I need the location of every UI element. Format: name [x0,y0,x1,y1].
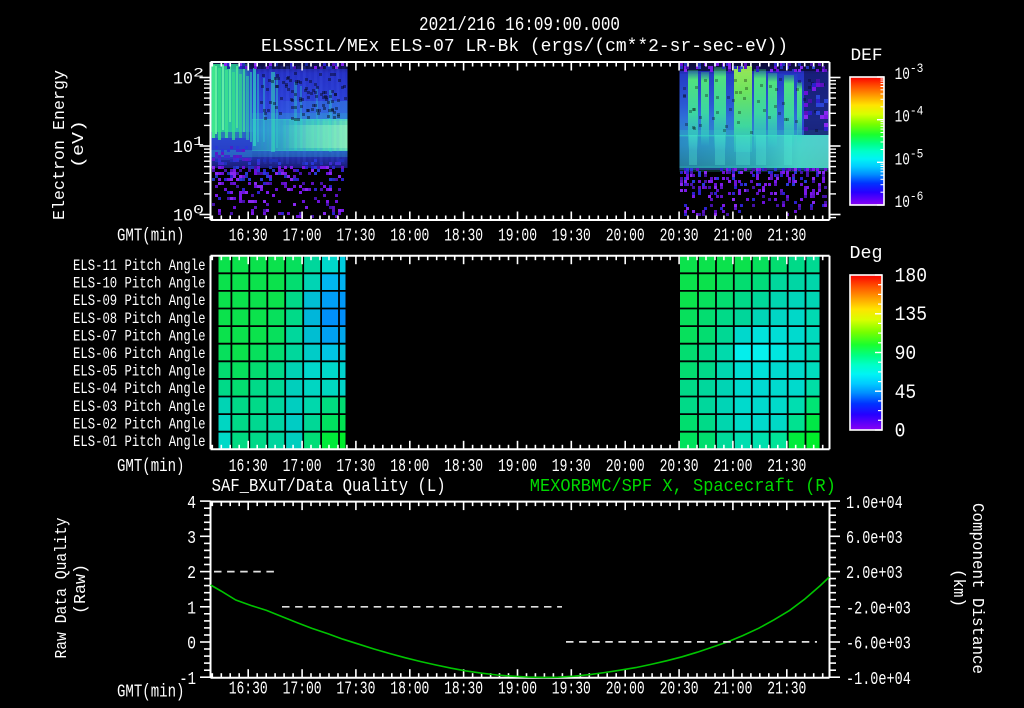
svg-text:-1.0e+04: -1.0e+04 [846,670,911,690]
svg-text:19:00: 19:00 [498,226,537,247]
svg-text:17:30: 17:30 [336,456,375,477]
svg-text:(Raw): (Raw) [72,564,91,614]
svg-text:10-4: 10-4 [895,104,924,128]
svg-text:18:00: 18:00 [390,679,429,700]
svg-text:19:30: 19:30 [552,226,591,247]
svg-text:18:30: 18:30 [444,679,483,700]
svg-text:10-6: 10-6 [895,189,924,213]
svg-text:17:00: 17:00 [283,456,322,477]
svg-text:20:30: 20:30 [660,456,699,477]
svg-text:18:30: 18:30 [444,226,483,247]
svg-text:ELS-05 Pitch Angle: ELS-05 Pitch Angle [73,363,206,381]
svg-text:0: 0 [187,634,196,655]
svg-text:ELS-08 Pitch Angle: ELS-08 Pitch Angle [73,310,206,328]
svg-text:17:30: 17:30 [336,226,375,247]
svg-text:ELS-02 Pitch Angle: ELS-02 Pitch Angle [73,415,206,433]
svg-text:19:30: 19:30 [552,456,591,477]
svg-text:18:00: 18:00 [390,456,429,477]
svg-text:10-3: 10-3 [895,61,924,85]
svg-text:ELSSCIL/MEx ELS-07 LR-Bk (erg: ELSSCIL/MEx ELS-07 LR-Bk (ergs/(cm**2-sr… [261,37,788,57]
svg-text:2021/216 16:09:00.000: 2021/216 16:09:00.000 [419,14,620,36]
svg-text:GMT(min): GMT(min) [117,456,185,477]
svg-text:-1: -1 [179,669,196,690]
svg-text:17:00: 17:00 [283,226,322,247]
svg-text:180: 180 [895,266,927,289]
svg-text:19:30: 19:30 [552,679,591,700]
svg-text:SAF_BXuT/Data Quality (L): SAF_BXuT/Data Quality (L) [212,477,446,497]
svg-text:Raw Data Quality: Raw Data Quality [53,518,72,659]
svg-text:102: 102 [173,66,204,89]
svg-text:21:00: 21:00 [713,456,752,477]
svg-text:ELS-10 Pitch Angle: ELS-10 Pitch Angle [73,275,206,293]
svg-text:1.0e+04: 1.0e+04 [846,494,903,514]
svg-text:ELS-09 Pitch Angle: ELS-09 Pitch Angle [73,292,206,310]
svg-text:10-5: 10-5 [895,146,924,170]
svg-text:135: 135 [895,304,927,327]
svg-text:21:00: 21:00 [713,226,752,247]
svg-text:19:00: 19:00 [498,456,537,477]
svg-text:2: 2 [187,563,196,584]
svg-text:20:00: 20:00 [606,456,645,477]
svg-text:20:00: 20:00 [606,226,645,247]
svg-text:20:30: 20:30 [660,226,699,247]
svg-text:90: 90 [895,343,917,366]
svg-text:1: 1 [187,599,196,620]
svg-text:16:30: 16:30 [229,456,268,477]
svg-text:-6.0e+03: -6.0e+03 [846,635,911,655]
svg-text:2.0e+03: 2.0e+03 [846,564,903,584]
svg-text:16:30: 16:30 [229,226,268,247]
svg-text:ELS-03 Pitch Angle: ELS-03 Pitch Angle [73,398,206,416]
svg-text:18:00: 18:00 [390,226,429,247]
svg-text:45: 45 [895,382,917,405]
svg-text:GMT(min): GMT(min) [117,226,185,247]
svg-text:4: 4 [187,493,196,514]
svg-text:20:00: 20:00 [606,679,645,700]
svg-text:21:30: 21:30 [767,226,806,247]
svg-text:Deg: Deg [850,244,883,264]
svg-text:20:30: 20:30 [660,679,699,700]
svg-text:17:00: 17:00 [283,679,322,700]
svg-text:16:30: 16:30 [229,679,268,700]
svg-text:(eV): (eV) [70,120,89,168]
svg-text:Component Distance: Component Distance [967,503,986,674]
svg-text:ELS-06 Pitch Angle: ELS-06 Pitch Angle [73,345,206,363]
svg-text:ELS-07 Pitch Angle: ELS-07 Pitch Angle [73,327,206,345]
svg-text:ELS-01 Pitch Angle: ELS-01 Pitch Angle [73,433,206,451]
svg-text:GMT(min): GMT(min) [117,682,185,703]
svg-text:(km): (km) [948,569,967,607]
svg-text:-2.0e+03: -2.0e+03 [846,600,911,620]
svg-text:21:30: 21:30 [767,456,806,477]
svg-text:0: 0 [895,421,906,444]
svg-text:ELS-04 Pitch Angle: ELS-04 Pitch Angle [73,380,206,398]
svg-text:21:00: 21:00 [713,679,752,700]
svg-text:MEXORBMC/SPF X, Spacecraft (R): MEXORBMC/SPF X, Spacecraft (R) [530,477,836,497]
svg-text:Electron Energy: Electron Energy [51,70,70,220]
svg-text:3: 3 [187,528,196,549]
svg-text:6.0e+03: 6.0e+03 [846,529,903,549]
svg-text:100: 100 [173,203,204,226]
svg-text:ELS-11 Pitch Angle: ELS-11 Pitch Angle [73,257,206,275]
svg-text:17:30: 17:30 [336,679,375,700]
svg-text:101: 101 [173,135,204,158]
svg-text:18:30: 18:30 [444,456,483,477]
svg-text:DEF: DEF [851,46,883,66]
svg-text:21:30: 21:30 [767,679,806,700]
svg-text:19:00: 19:00 [498,679,537,700]
